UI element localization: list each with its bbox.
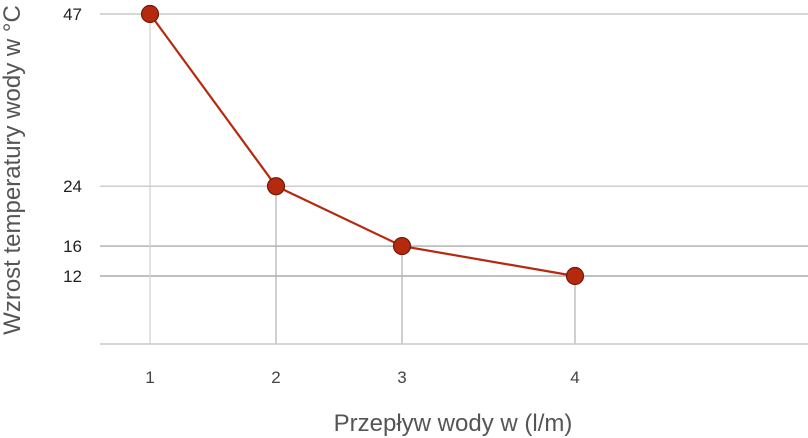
x-tick-label: 3 — [397, 368, 406, 387]
data-point-markers — [140, 4, 585, 286]
data-point — [266, 177, 286, 196]
data-point — [140, 4, 160, 24]
x-tick-label: 2 — [271, 368, 280, 387]
drop-lines — [149, 14, 576, 344]
y-tick-label: 47 — [63, 5, 82, 24]
x-tick-label: 1 — [145, 368, 154, 387]
y-tick-label: 16 — [63, 237, 82, 256]
x-tick-label: 4 — [570, 368, 579, 387]
x-axis-ticks: 1 2 3 4 — [145, 368, 579, 387]
gridlines — [100, 13, 808, 277]
y-axis-title: Wzrost temperatury wody w °C — [0, 5, 26, 335]
series-line — [149, 13, 576, 278]
y-axis-ticks: 47 24 16 12 — [63, 5, 82, 286]
y-tick-label: 24 — [63, 177, 82, 196]
x-axis-title: Przepływ wody w (l/m) — [334, 410, 573, 437]
data-point — [565, 266, 585, 286]
y-tick-label: 12 — [63, 267, 82, 286]
data-point — [392, 236, 412, 256]
